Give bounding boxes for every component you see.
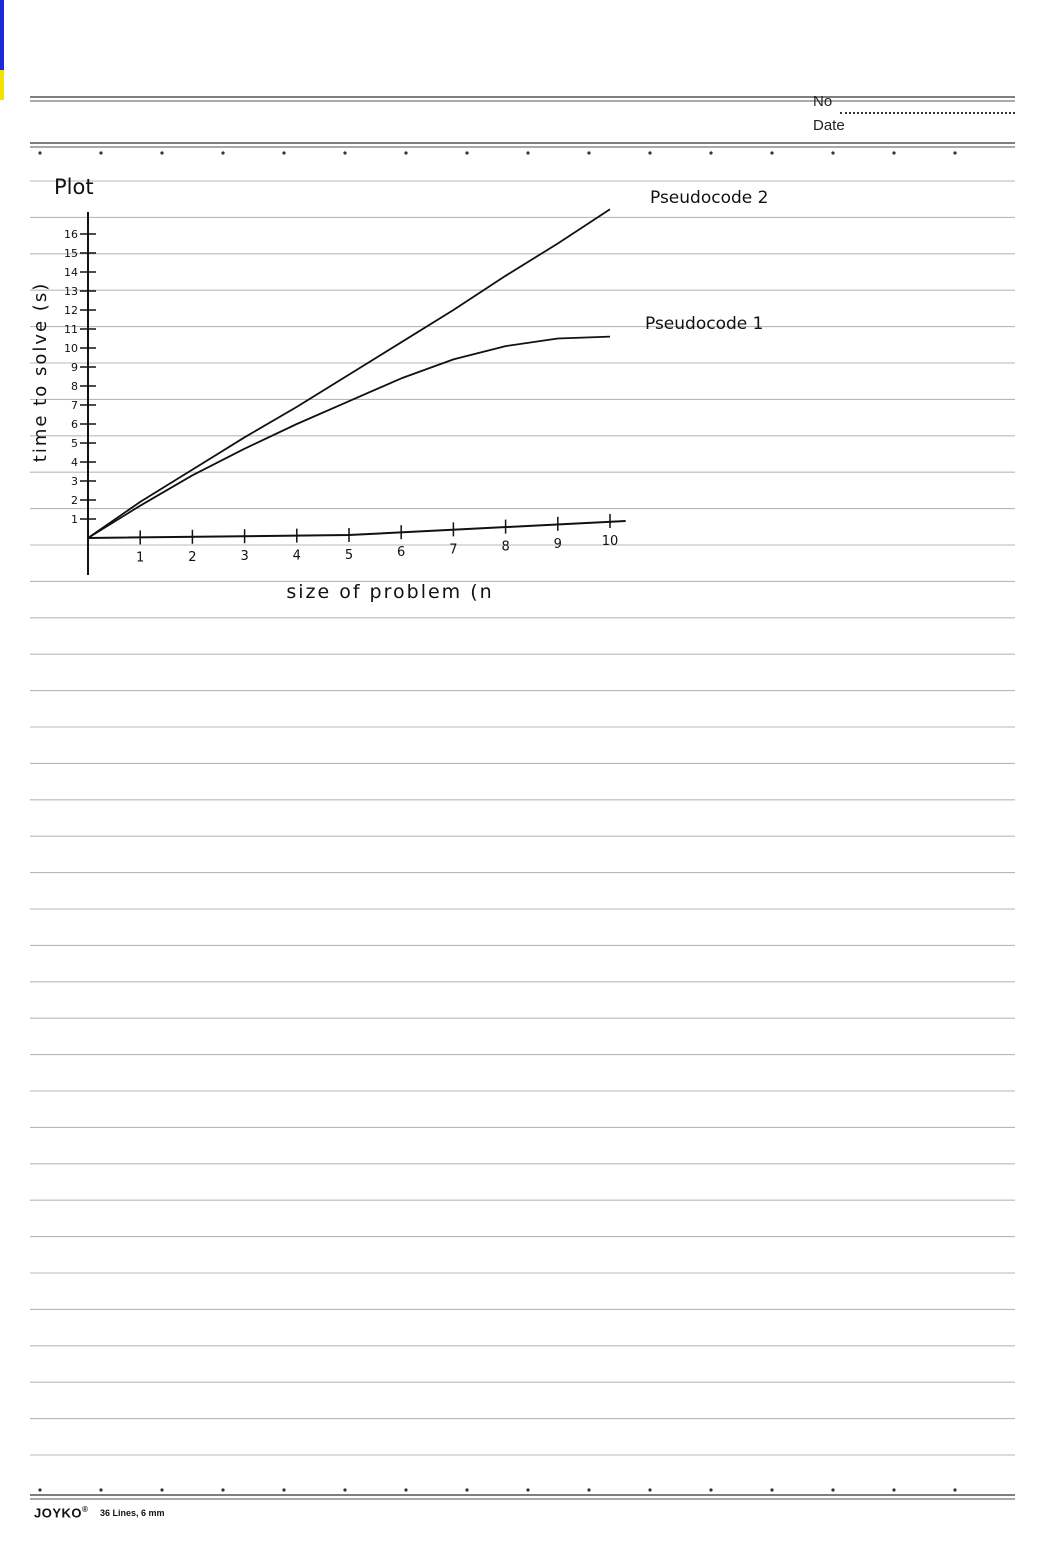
x-axis bbox=[87, 520, 626, 539]
margin-dot bbox=[282, 1488, 286, 1492]
margin-dot bbox=[38, 151, 42, 155]
y-tick-label: 1 bbox=[71, 513, 78, 526]
series-line-1 bbox=[87, 208, 611, 539]
no-field-line bbox=[840, 112, 1015, 114]
margin-dot bbox=[709, 151, 713, 155]
margin-dot bbox=[709, 1488, 713, 1492]
x-axis-label: size of problem (n bbox=[286, 581, 493, 603]
margin-dot bbox=[343, 151, 347, 155]
margin-dot bbox=[99, 151, 103, 155]
margin-dot bbox=[892, 151, 896, 155]
margin-dot bbox=[38, 1488, 42, 1492]
y-axis-label: time to solve (s) bbox=[30, 282, 51, 462]
margin-dot bbox=[221, 1488, 225, 1492]
chart-title: Plot bbox=[54, 175, 94, 199]
y-tick-label: 9 bbox=[71, 361, 78, 374]
margin-dot bbox=[404, 151, 408, 155]
margin-dot bbox=[770, 1488, 774, 1492]
y-tick-label: 10 bbox=[64, 342, 78, 355]
margin-dot bbox=[160, 1488, 164, 1492]
x-tick-label: 4 bbox=[293, 549, 301, 564]
paper-spec: 36 Lines, 6 mm bbox=[100, 1508, 165, 1518]
y-tick-label: 14 bbox=[64, 266, 78, 279]
y-tick-label: 8 bbox=[71, 380, 78, 393]
brand-logo: JOYKO® bbox=[34, 1505, 89, 1521]
margin-dot bbox=[526, 151, 530, 155]
x-tick-label: 6 bbox=[397, 545, 405, 560]
margin-dot bbox=[953, 151, 957, 155]
margin-dot bbox=[587, 151, 591, 155]
margin-dot bbox=[343, 1488, 347, 1492]
no-label: No bbox=[813, 93, 833, 110]
margin-dot bbox=[465, 1488, 469, 1492]
margin-dot bbox=[953, 1488, 957, 1492]
binding-edge-blue bbox=[0, 0, 4, 70]
margin-dot bbox=[404, 1488, 408, 1492]
date-label: Date bbox=[813, 117, 845, 134]
margin-dot bbox=[221, 151, 225, 155]
y-tick-label: 6 bbox=[71, 418, 78, 431]
y-tick-label: 15 bbox=[64, 247, 78, 260]
y-tick-label: 11 bbox=[64, 323, 78, 336]
margin-dot bbox=[465, 151, 469, 155]
margin-dot bbox=[526, 1488, 530, 1492]
margin-dot bbox=[831, 151, 835, 155]
margin-dot bbox=[282, 151, 286, 155]
margin-dot bbox=[892, 1488, 896, 1492]
series-line-2 bbox=[87, 335, 611, 539]
series-label-2: Pseudocode 1 bbox=[645, 314, 763, 334]
x-tick-label: 8 bbox=[501, 540, 509, 555]
x-tick-label: 2 bbox=[188, 550, 196, 565]
margin-dot bbox=[770, 151, 774, 155]
y-tick-label: 5 bbox=[71, 437, 78, 450]
x-tick-label: 1 bbox=[136, 550, 144, 565]
y-tick-label: 7 bbox=[71, 399, 78, 412]
series-label-1: Pseudocode 2 bbox=[650, 188, 768, 208]
margin-dot bbox=[648, 1488, 652, 1492]
x-tick-label: 10 bbox=[602, 534, 619, 549]
margin-dot bbox=[831, 1488, 835, 1492]
binding-edge-yellow bbox=[0, 70, 4, 100]
margin-dot bbox=[648, 151, 652, 155]
x-tick-label: 5 bbox=[345, 548, 353, 563]
margin-dot bbox=[160, 151, 164, 155]
y-tick-label: 3 bbox=[71, 475, 78, 488]
x-tick-label: 3 bbox=[240, 549, 248, 564]
y-tick-label: 12 bbox=[64, 304, 78, 317]
y-tick-label: 4 bbox=[71, 456, 78, 469]
y-tick-label: 13 bbox=[64, 285, 78, 298]
margin-dot bbox=[587, 1488, 591, 1492]
y-tick-label: 16 bbox=[64, 228, 78, 241]
y-tick-label: 2 bbox=[71, 494, 78, 507]
x-tick-label: 7 bbox=[449, 542, 457, 557]
margin-dot bbox=[99, 1488, 103, 1492]
x-tick-label: 9 bbox=[554, 537, 562, 552]
